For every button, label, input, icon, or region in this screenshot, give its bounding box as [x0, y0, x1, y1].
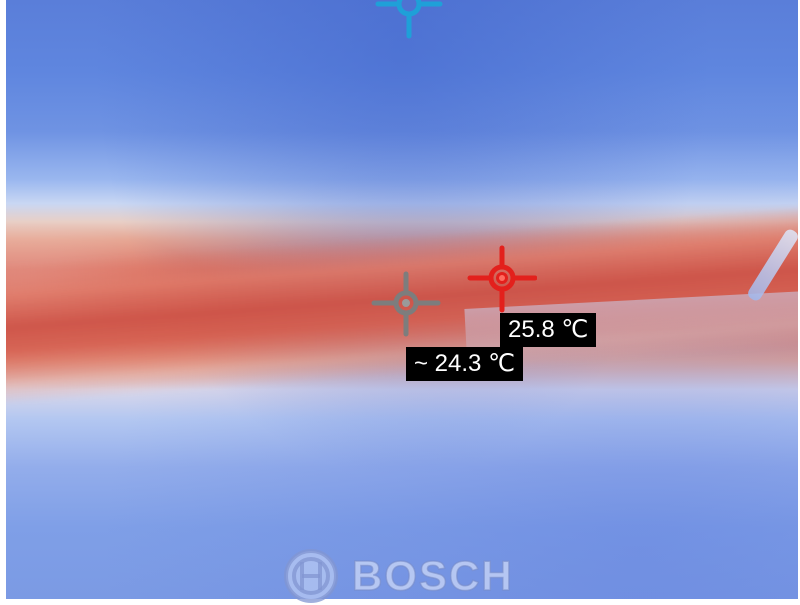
bosch-armature-icon — [284, 549, 338, 603]
hot-spot-crosshair-icon[interactable] — [467, 244, 537, 314]
cold-spot-crosshair-icon[interactable] — [374, 0, 444, 40]
center-spot-crosshair-icon[interactable] — [371, 270, 441, 340]
brand-wordmark: BOSCH — [351, 551, 514, 600]
center-spot-temperature-label: ~ 24.3 ℃ — [406, 347, 524, 381]
thermal-image — [6, 0, 798, 599]
hot-spot-temperature-label: 25.8 ℃ — [500, 313, 597, 347]
brand-logo: BOSCH — [282, 547, 514, 605]
